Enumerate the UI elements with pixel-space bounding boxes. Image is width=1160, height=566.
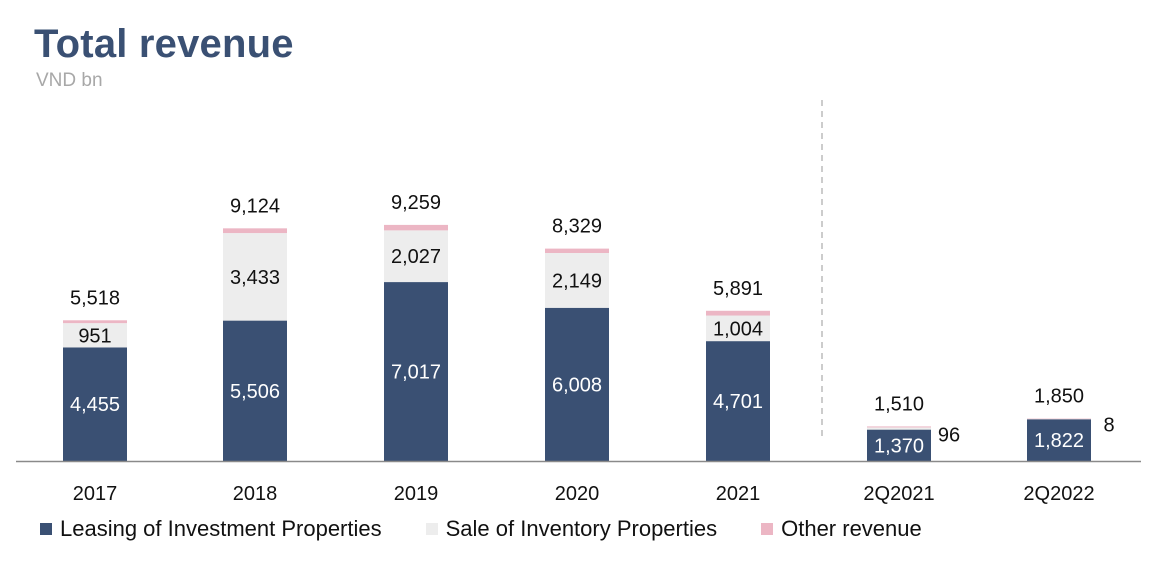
x-tick-label-2018: 2018	[233, 483, 278, 505]
legend-label-other: Other revenue	[781, 516, 922, 541]
total-label-2017: 5,518	[70, 287, 120, 309]
chart-title: Total revenue	[34, 22, 294, 66]
bar-leasing-2020	[545, 307, 609, 461]
bar-leasing-2021	[706, 341, 770, 461]
bar-other-2020	[545, 248, 609, 253]
bar-other-2Q2021	[867, 426, 931, 428]
bar-sale-2Q2021	[867, 427, 931, 430]
x-tick-label-2021: 2021	[716, 483, 761, 505]
bar-sale-2019	[384, 230, 448, 283]
legend-label-sale: Sale of Inventory Properties	[445, 516, 718, 541]
x-tick-label-2019: 2019	[394, 483, 439, 505]
data-label-leasing-2017: 4,455	[70, 394, 120, 416]
total-label-2020: 8,329	[552, 216, 602, 238]
bar-sale-2018	[223, 233, 287, 321]
data-label-sale-2Q2022: 8	[1103, 414, 1114, 436]
data-label-leasing-2021: 4,701	[713, 391, 763, 413]
bar-leasing-2019	[384, 282, 448, 461]
data-label-sale-2019: 2,027	[391, 246, 441, 268]
legend-label-leasing: Leasing of Investment Properties	[60, 516, 382, 541]
data-label-leasing-2Q2021: 1,370	[874, 435, 924, 457]
total-label-2018: 9,124	[230, 195, 280, 217]
data-label-sale-2017: 951	[78, 325, 111, 347]
data-label-sale-2Q2021: 96	[938, 425, 960, 447]
x-tick-label-2020: 2020	[555, 483, 600, 505]
x-tick-label-2017: 2017	[73, 483, 118, 505]
data-label-leasing-2020: 6,008	[552, 374, 602, 396]
data-label-leasing-2019: 7,017	[391, 362, 441, 384]
bar-leasing-2Q2021	[867, 429, 931, 461]
legend-swatch-other	[761, 523, 774, 535]
data-label-sale-2021: 1,004	[713, 318, 763, 340]
data-label-leasing-2018: 5,506	[230, 381, 280, 403]
legend-item-sale: Sale of Inventory Properties	[425, 516, 718, 542]
legend: Leasing of Investment Properties Sale of…	[40, 516, 966, 542]
data-label-sale-2018: 3,433	[230, 267, 280, 289]
bar-leasing-2018	[223, 320, 287, 461]
bar-other-2021	[706, 310, 770, 316]
chart-subtitle: VND bn	[36, 70, 103, 91]
x-tick-label-2Q2021: 2Q2021	[863, 483, 934, 505]
bar-leasing-2017	[63, 347, 127, 461]
total-label-2021: 5,891	[713, 278, 763, 300]
bar-other-2018	[223, 228, 287, 234]
bar-other-2019	[384, 224, 448, 231]
bar-sale-2021	[706, 315, 770, 342]
data-label-leasing-2Q2022: 1,822	[1034, 430, 1084, 452]
legend-item-other: Other revenue	[761, 516, 922, 542]
legend-item-leasing: Leasing of Investment Properties	[40, 516, 382, 542]
total-label-2Q2022: 1,850	[1034, 386, 1084, 408]
data-label-sale-2020: 2,149	[552, 270, 602, 292]
total-label-2019: 9,259	[391, 192, 441, 214]
bar-other-2017	[63, 320, 127, 324]
bar-leasing-2Q2022	[1027, 419, 1091, 461]
total-label-2Q2021: 1,510	[874, 393, 924, 415]
legend-swatch-leasing	[40, 523, 52, 535]
bar-sale-2020	[545, 252, 609, 308]
x-tick-label-2Q2022: 2Q2022	[1023, 483, 1094, 505]
legend-swatch-sale	[425, 523, 438, 535]
bar-sale-2017	[63, 323, 127, 348]
